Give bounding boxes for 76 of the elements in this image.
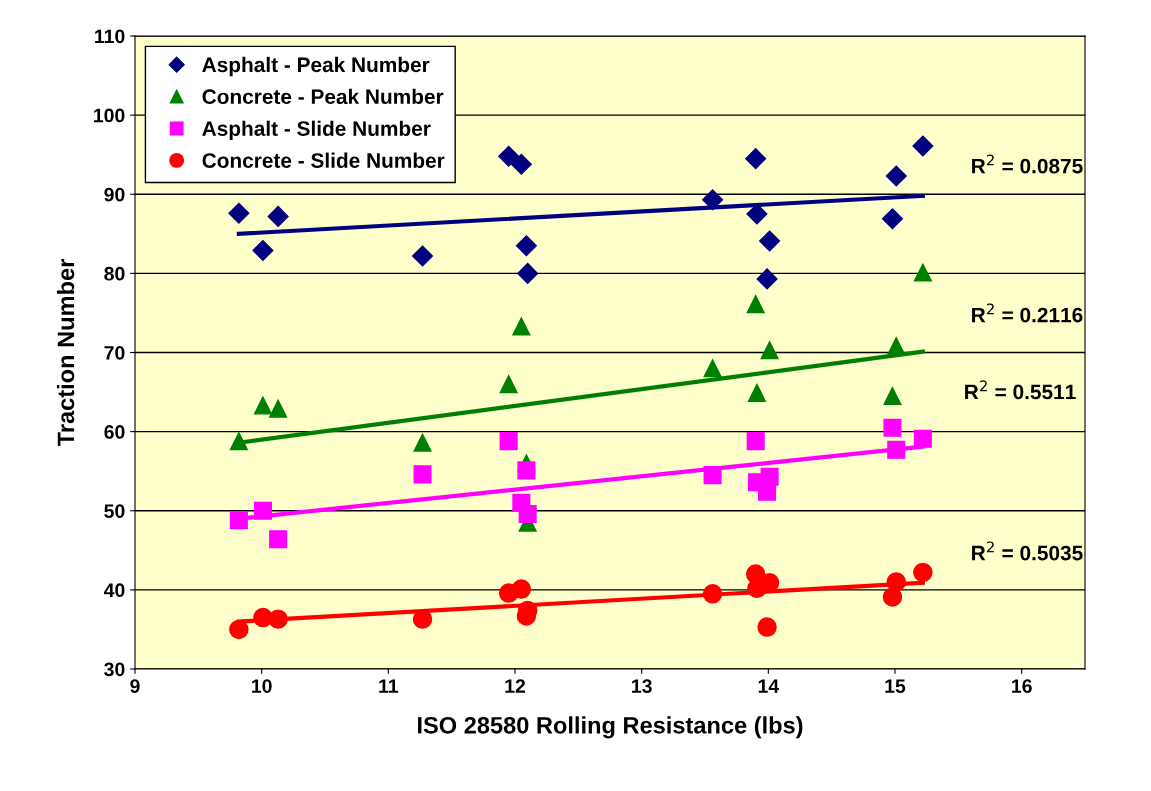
annotation: R$^{2}$ = 0.5511 xyxy=(965,380,1076,400)
point xyxy=(702,584,723,604)
y-tick-label: 100 xyxy=(94,108,125,123)
point xyxy=(913,429,932,448)
point xyxy=(269,399,288,418)
x-tick-label: 14 xyxy=(758,679,780,693)
point xyxy=(883,386,902,406)
point xyxy=(517,262,539,284)
x-tick-label: 10 xyxy=(252,679,272,693)
point xyxy=(252,239,274,261)
point xyxy=(703,359,722,378)
x-tick-label: 16 xyxy=(1012,679,1032,693)
y-tick-label: 40 xyxy=(103,583,125,598)
point xyxy=(886,572,906,592)
point xyxy=(253,396,272,415)
x-tick-label: 9 xyxy=(130,679,140,693)
legend-label: Concrete - Slide Number xyxy=(202,152,445,168)
point xyxy=(229,619,249,640)
point xyxy=(881,208,903,230)
point xyxy=(757,617,777,637)
point xyxy=(412,245,434,267)
point xyxy=(253,501,272,520)
x-tick-label: 11 xyxy=(379,679,399,693)
legend-label: Concrete - Peak Number xyxy=(202,88,444,105)
y-tick-label: 30 xyxy=(104,662,125,677)
point xyxy=(746,295,765,314)
point xyxy=(499,375,518,394)
point xyxy=(883,418,902,437)
point xyxy=(746,432,765,451)
x-tick-label: 15 xyxy=(885,679,906,693)
point xyxy=(756,268,778,290)
point xyxy=(499,432,518,451)
point xyxy=(759,573,780,593)
x-axis-title: ISO 28580 Rolling Resistance (lbs) xyxy=(418,716,803,739)
y-tick-label: 80 xyxy=(104,266,125,281)
point xyxy=(518,504,537,523)
point xyxy=(229,511,248,530)
point xyxy=(413,465,432,484)
y-axis-title: Traction Number xyxy=(56,259,75,447)
legend-label: Asphalt - Peak Number xyxy=(202,56,430,77)
annotation: R$^{2}$ = 0.5035 xyxy=(972,541,1083,561)
point xyxy=(517,461,536,480)
point xyxy=(412,609,433,629)
point xyxy=(228,202,250,224)
point xyxy=(512,317,531,336)
x-tick-label: 13 xyxy=(632,679,652,694)
point xyxy=(913,263,932,282)
y-tick-label: 90 xyxy=(104,187,125,202)
point xyxy=(413,433,432,452)
y-tick-label: 60 xyxy=(104,425,125,439)
point xyxy=(760,341,779,360)
point xyxy=(887,440,906,459)
annotation: R$^{2}$ = 0.0875 xyxy=(972,154,1083,174)
point xyxy=(510,153,532,175)
point xyxy=(511,579,532,599)
point xyxy=(747,383,766,402)
y-tick-label: 50 xyxy=(104,504,125,518)
point xyxy=(229,432,248,451)
point xyxy=(745,148,767,170)
point xyxy=(269,530,288,549)
legend-label: Asphalt - Slide Number xyxy=(202,120,431,141)
point xyxy=(759,230,781,252)
annotation: R$^{2}$ = 0.2116 xyxy=(972,303,1083,323)
point xyxy=(702,189,724,211)
point xyxy=(885,165,907,187)
point xyxy=(268,609,288,629)
point xyxy=(913,562,933,583)
point xyxy=(267,205,289,227)
y-tick-label: 70 xyxy=(104,345,125,360)
point xyxy=(498,145,520,167)
point xyxy=(887,337,906,356)
x-tick-label: 12 xyxy=(505,679,526,693)
y-tick-label: 110 xyxy=(95,29,125,44)
point xyxy=(703,466,722,485)
point xyxy=(515,235,537,257)
point xyxy=(912,135,934,157)
